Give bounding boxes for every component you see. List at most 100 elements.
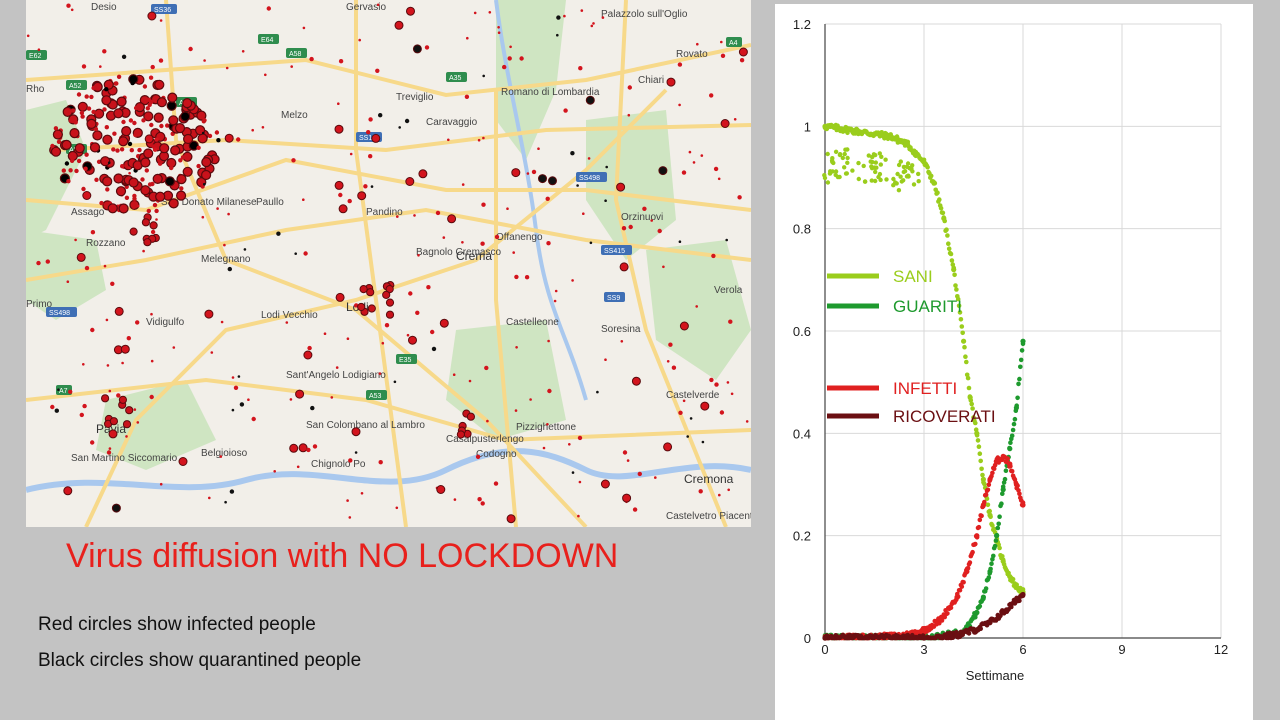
road-shield: A52	[66, 80, 87, 90]
place-label: Casalpusterlengo	[446, 434, 524, 445]
infected-dot	[406, 333, 410, 337]
series-ricoverati	[822, 591, 1026, 641]
data-point	[850, 168, 855, 173]
road-shield: SS498	[576, 172, 607, 182]
infected-dot	[152, 173, 163, 184]
infected-dot	[289, 443, 299, 453]
infected-dot	[309, 56, 314, 62]
infected-dot	[172, 346, 176, 349]
data-point	[862, 179, 868, 184]
road-shield: A35	[446, 72, 467, 82]
infected-dot	[107, 161, 111, 164]
infected-dot	[468, 379, 472, 383]
infected-dot	[461, 183, 465, 186]
data-point	[997, 514, 1002, 519]
data-point	[873, 169, 878, 175]
infected-dot	[568, 443, 571, 446]
infected-dot	[61, 139, 72, 150]
infected-dot	[600, 479, 610, 489]
infected-dot	[497, 31, 501, 34]
data-point	[997, 545, 1002, 551]
infected-dot	[223, 243, 226, 247]
data-point	[967, 394, 973, 401]
data-point	[1013, 405, 1019, 411]
infected-dot	[375, 68, 380, 74]
infected-dot	[679, 321, 689, 331]
park-area	[646, 240, 751, 380]
data-point	[891, 176, 896, 182]
infected-dot	[627, 85, 632, 90]
infected-dot	[348, 516, 352, 519]
data-point	[921, 627, 927, 633]
infected-dot	[488, 11, 492, 14]
infected-dot	[393, 380, 397, 384]
data-point	[977, 603, 983, 609]
infected-dot	[89, 94, 94, 100]
infected-dot	[739, 58, 745, 63]
infected-dot	[66, 179, 71, 184]
infected-dot	[196, 145, 201, 150]
infected-dot	[144, 134, 154, 144]
data-point	[828, 169, 833, 174]
infected-dot	[666, 360, 670, 363]
data-point	[877, 171, 883, 177]
legend-label: GUARITI	[893, 297, 962, 316]
infected-dot	[349, 152, 353, 156]
data-point	[838, 126, 845, 132]
place-label: Rovato	[676, 49, 708, 60]
infected-dot	[378, 113, 383, 118]
data-point	[916, 171, 921, 177]
place-label: Orzinuovi	[621, 212, 663, 223]
infected-dot	[227, 212, 230, 216]
infected-dot	[662, 265, 665, 269]
infected-dot	[711, 253, 716, 259]
infected-dot	[133, 132, 138, 138]
infected-dot	[168, 198, 179, 209]
data-point	[842, 151, 847, 157]
road	[613, 0, 728, 527]
infected-dot	[719, 410, 725, 415]
infected-dot	[201, 169, 212, 181]
infected-dot	[354, 451, 358, 454]
infected-dot	[497, 26, 500, 29]
infected-dot	[152, 147, 158, 152]
infected-dot	[626, 459, 630, 462]
infected-dot	[631, 376, 641, 386]
data-point	[1020, 591, 1026, 598]
place-label: Codogno	[476, 449, 517, 460]
infected-dot	[196, 163, 201, 169]
infected-dot	[334, 124, 344, 134]
infected-dot	[214, 130, 220, 135]
road-shield: A7	[56, 385, 72, 395]
data-point	[978, 458, 983, 464]
infected-dot	[147, 11, 157, 21]
x-tick-label: 3	[920, 642, 927, 657]
infected-dot	[182, 166, 193, 177]
infected-dot	[124, 195, 130, 200]
infected-dot	[208, 496, 211, 500]
infected-dot	[546, 241, 551, 246]
data-point	[975, 438, 981, 443]
infected-dot	[346, 499, 349, 502]
infected-dot	[159, 482, 163, 486]
place-label: Rozzano	[86, 238, 126, 249]
infected-dot	[335, 366, 339, 369]
infected-dot	[115, 186, 127, 197]
infected-dot	[140, 177, 145, 182]
place-label: Chiari	[638, 75, 664, 86]
infected-dot	[128, 166, 131, 169]
data-point	[941, 215, 947, 221]
infected-dot	[385, 310, 395, 319]
infected-dot	[108, 447, 112, 450]
infected-dot	[678, 240, 682, 243]
infected-dot	[92, 130, 103, 141]
infected-dot	[113, 173, 124, 184]
place-label: Chignolo Po	[311, 459, 366, 470]
infected-dot	[216, 207, 219, 210]
legend-label: SANI	[893, 267, 933, 286]
infected-dot	[84, 265, 90, 271]
data-point	[1013, 481, 1019, 488]
data-point	[960, 330, 965, 336]
infected-dot	[203, 59, 206, 62]
infected-dot	[144, 168, 149, 173]
